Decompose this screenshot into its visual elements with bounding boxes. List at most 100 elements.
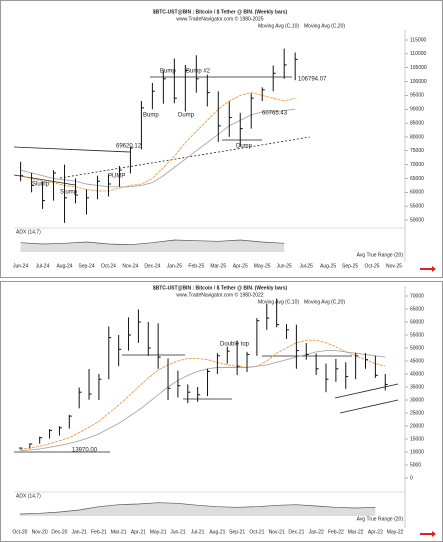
chart-subtitle: www.TradeNavigator.com © 1980-2022 <box>176 291 263 298</box>
y-tick-label: 55000 <box>410 332 424 338</box>
y-tick-label: 35000 <box>410 384 424 390</box>
bottom-panel <box>0 281 443 542</box>
x-tick-label: Apr-22 <box>368 529 383 535</box>
x-tick-label: Jul-25 <box>299 263 313 269</box>
x-tick-label: May-21 <box>150 529 167 535</box>
legend-label: Moving Avg (C,10) <box>258 23 299 29</box>
x-tick-label: Mar-22 <box>348 529 364 535</box>
x-tick-label: Feb-22 <box>328 529 344 535</box>
x-tick-label: Feb-21 <box>91 529 107 535</box>
y-tick-label: 30000 <box>410 397 424 403</box>
subpanel-title: Avg True Range (20) <box>357 252 404 258</box>
annotation: Slump <box>60 190 78 196</box>
x-tick-label: May-22 <box>387 529 404 535</box>
atr-line <box>19 502 376 515</box>
moving-average-line <box>20 108 296 188</box>
y-tick-label: 70000 <box>410 293 424 299</box>
x-tick-label: Nov-24 <box>122 263 138 269</box>
x-tick-label: Oct-21 <box>249 529 264 535</box>
x-tick-label: Dec-24 <box>144 263 160 269</box>
annotation: Slump <box>32 182 50 188</box>
x-tick-label: Sep-21 <box>229 529 245 535</box>
x-tick-label: Mar-21 <box>111 529 127 535</box>
x-tick-label: Jun-21 <box>170 529 186 535</box>
y-tick-label: 110000 <box>410 51 427 57</box>
moving-average-line <box>19 339 386 450</box>
x-tick-label: Jun-25 <box>277 263 293 269</box>
moving-average-line <box>20 92 296 192</box>
y-tick-label: 55000 <box>410 203 424 209</box>
x-tick-label: Jan-22 <box>308 529 324 535</box>
x-tick-label: Jul-21 <box>191 529 205 535</box>
annotation: Bump #2 <box>186 69 211 75</box>
y-tick-label: 5000 <box>410 462 421 468</box>
x-tick-label: Nov-25 <box>386 263 402 269</box>
x-tick-label: Aug-24 <box>56 263 72 269</box>
x-tick-label: Sep-24 <box>78 263 94 269</box>
annotation: Double top <box>220 342 250 348</box>
legend-label: Moving Avg (C,20) <box>304 23 345 29</box>
y-tick-label: 65000 <box>410 176 424 182</box>
x-tick-label: Oct-24 <box>101 263 116 269</box>
y-tick-label: 60000 <box>410 190 424 196</box>
trendline <box>13 146 131 153</box>
trendline <box>339 399 399 414</box>
y-tick-label: 50000 <box>410 345 424 351</box>
x-tick-label: Aug-21 <box>209 529 225 535</box>
top-panel <box>0 0 443 278</box>
annotation: Bump <box>160 69 176 75</box>
x-tick-label: Jul-24 <box>36 263 50 269</box>
x-tick-label: Sep-25 <box>342 263 358 269</box>
y-tick-label: 95000 <box>410 93 424 99</box>
y-tick-label: 70000 <box>410 162 424 168</box>
annotation: 13970.00 <box>72 448 98 454</box>
x-tick-label: Dec-21 <box>288 529 304 535</box>
x-tick-label: Jan-21 <box>72 529 88 535</box>
atr-area <box>20 240 285 252</box>
trendlines <box>13 76 399 453</box>
y-tick-label: 75000 <box>410 148 424 154</box>
y-tick-label: 15000 <box>410 436 424 442</box>
y-tick-label: 105000 <box>410 65 427 71</box>
y-tick-label: 25000 <box>410 410 424 416</box>
legend-label: Moving Avg (C,10) <box>258 299 299 305</box>
atr-line <box>20 239 285 246</box>
subpanel-label: ADX (14,7) <box>16 229 41 235</box>
subpanel-label: ADX (14,7) <box>16 493 41 499</box>
chart-title: $BTC-UST@BIN : Bitcoin / $ Tether @ BIN.… <box>153 285 288 291</box>
moving-average-line <box>19 350 386 452</box>
annotation: 60765.43 <box>262 111 288 117</box>
y-tick-label: 40000 <box>410 371 424 377</box>
x-tick-label: Nov-21 <box>269 529 285 535</box>
annotation: 69620.12 <box>116 144 142 150</box>
arrow-icon <box>420 531 436 537</box>
x-tick-label: Feb-25 <box>188 263 204 269</box>
x-tick-label: Jan-25 <box>167 263 183 269</box>
trendline <box>334 383 399 399</box>
x-tick-label: Nov-20 <box>32 529 48 535</box>
y-tick-label: 90000 <box>410 107 424 113</box>
x-tick-label: Oct-20 <box>12 529 27 535</box>
annotation: Bump <box>143 113 159 119</box>
y-tick-label: 50000 <box>410 217 424 223</box>
x-tick-label: Apr-25 <box>233 263 248 269</box>
y-tick-label: 45000 <box>410 358 424 364</box>
y-tick-label: 85000 <box>410 120 424 126</box>
x-tick-label: Jun-24 <box>13 263 29 269</box>
y-tick-label: 0 <box>410 475 413 481</box>
annotation: Dump <box>178 113 195 119</box>
y-tick-label: 65000 <box>410 306 424 312</box>
y-tick-label: 10000 <box>410 449 424 455</box>
x-tick-label: Dec-20 <box>51 529 67 535</box>
arrow-icon <box>420 266 436 272</box>
chart-title: $BTC-UST@BIN : Bitcoin / $ Tether @ BIN.… <box>153 9 288 15</box>
y-tick-label: 115000 <box>410 37 427 43</box>
x-tick-label: Oct-25 <box>365 263 380 269</box>
x-tick-label: Mar-25 <box>210 263 226 269</box>
subpanel-title: Avg True Range (20) <box>357 516 404 522</box>
annotation: 106794.07 <box>298 77 327 83</box>
x-tick-label: Apr-21 <box>131 529 146 535</box>
chart-subtitle: www.TradeNavigator.com © 1980-2025 <box>176 15 263 22</box>
x-tick-label: May-25 <box>254 263 271 269</box>
